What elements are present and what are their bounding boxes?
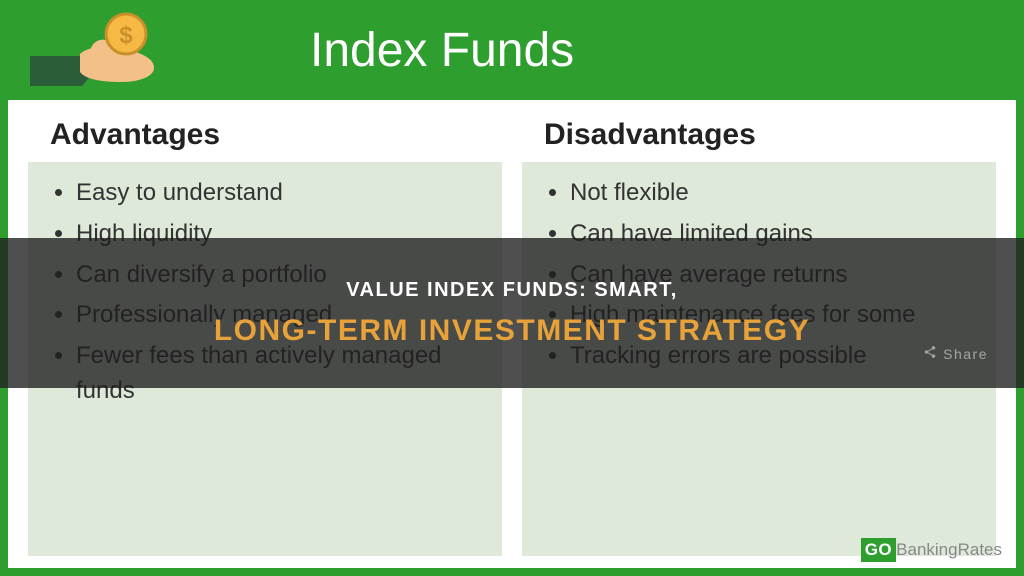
overlay-line1: VALUE INDEX FUNDS: SMART,: [346, 279, 678, 302]
hand-coin-icon: $: [30, 10, 170, 90]
svg-text:$: $: [119, 22, 133, 49]
overlay-line2: LONG-TERM INVESTMENT STRATEGY: [214, 314, 810, 348]
share-icon: [923, 345, 937, 362]
logo-go: GO: [861, 538, 896, 562]
header: $ Index Funds: [0, 0, 1024, 100]
advantages-title: Advantages: [50, 118, 502, 152]
overlay-banner: VALUE INDEX FUNDS: SMART, LONG-TERM INVE…: [0, 238, 1024, 388]
page-title: Index Funds: [310, 23, 574, 78]
source-logo: GOBankingRates: [861, 538, 1002, 562]
logo-text: BankingRates: [896, 540, 1002, 560]
list-item: Easy to understand: [76, 176, 484, 211]
disadvantages-title: Disadvantages: [544, 118, 996, 152]
infographic-page: $ Index Funds Advantages Easy to underst…: [0, 0, 1024, 576]
list-item: Not flexible: [570, 176, 978, 211]
share-label: Share: [943, 346, 988, 362]
share-widget[interactable]: Share: [923, 345, 988, 362]
